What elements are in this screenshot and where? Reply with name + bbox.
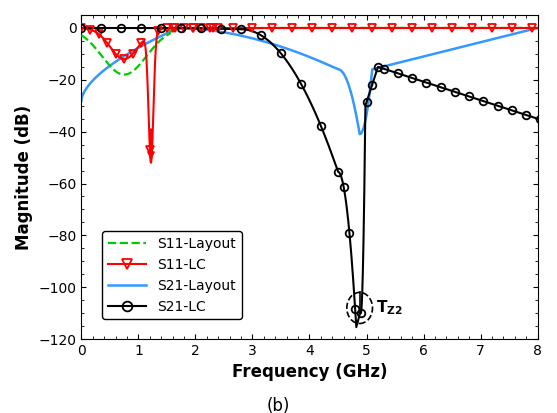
- Text: (b): (b): [267, 397, 290, 413]
- S21-Layout: [175, 26, 182, 31]
- S21-Layout: [409, 57, 416, 62]
- S21-Layout: [498, 35, 505, 40]
- S21-Layout: [78, 98, 85, 103]
- Line: S11-Layout: S11-Layout: [81, 28, 538, 75]
- S21-Layout: [356, 132, 363, 137]
- S21-Layout: [520, 29, 527, 34]
- S21-Layout: [270, 42, 276, 47]
- X-axis label: Frequency (GHz): Frequency (GHz): [232, 363, 387, 382]
- S11-Layout: [534, 26, 541, 31]
- S11-Layout: [121, 72, 128, 77]
- S11-Layout: [409, 26, 416, 31]
- S21-Layout: [273, 43, 280, 48]
- Line: S21-Layout: S21-Layout: [81, 28, 538, 134]
- S11-Layout: [497, 26, 504, 31]
- Text: T$_{\mathregular{Z2}}$: T$_{\mathregular{Z2}}$: [375, 299, 402, 317]
- Legend: S11-Layout, S11-LC, S21-Layout, S21-LC: S11-Layout, S11-LC, S21-Layout, S21-LC: [102, 231, 242, 319]
- S11-Layout: [520, 26, 527, 31]
- S11-Layout: [78, 33, 85, 38]
- S11-Layout: [295, 26, 301, 31]
- S11-Layout: [273, 26, 280, 31]
- S21-Layout: [295, 50, 301, 55]
- S11-Layout: [270, 26, 276, 31]
- S21-Layout: [534, 26, 541, 31]
- Y-axis label: Magnitude (dB): Magnitude (dB): [15, 104, 33, 249]
